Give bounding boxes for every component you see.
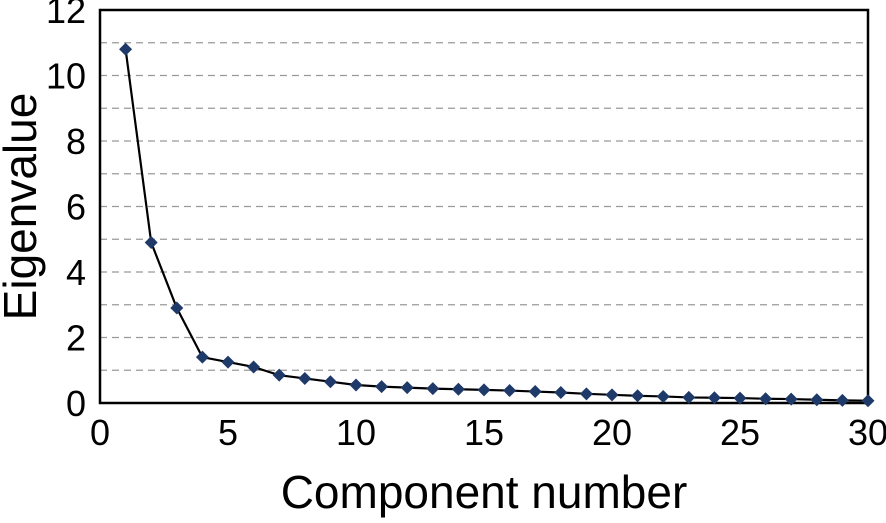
- data-point-marker: [528, 385, 542, 399]
- data-point-marker: [426, 382, 440, 396]
- data-point-marker: [272, 368, 286, 382]
- data-point-marker: [503, 384, 517, 398]
- x-tick-label: 20: [592, 412, 632, 453]
- data-point-marker: [195, 350, 209, 364]
- y-tick-label: 12: [46, 0, 86, 31]
- data-point-marker: [170, 301, 184, 315]
- data-point-marker: [298, 371, 312, 385]
- data-point-marker: [784, 392, 798, 406]
- y-tick-label: 2: [66, 318, 86, 359]
- y-tick-label: 6: [66, 187, 86, 228]
- x-tick-label: 10: [336, 412, 376, 453]
- plot-border: [98, 8, 870, 405]
- data-point-marker: [682, 390, 696, 404]
- data-point-marker: [119, 42, 133, 56]
- data-point-marker: [144, 236, 158, 250]
- data-point-marker: [579, 387, 593, 401]
- y-tick-label: 0: [66, 383, 86, 424]
- x-axis-title: Component number: [281, 466, 688, 518]
- x-tick-label: 25: [720, 412, 760, 453]
- y-tick-label: 4: [66, 252, 86, 293]
- data-point-marker: [554, 386, 568, 400]
- data-point-marker: [323, 375, 337, 389]
- data-point-marker: [451, 382, 465, 396]
- x-tick-label: 5: [218, 412, 238, 453]
- x-tick-label: 15: [464, 412, 504, 453]
- data-point-marker: [349, 378, 363, 392]
- data-point-marker: [861, 394, 875, 408]
- x-tick-label: 0: [90, 412, 110, 453]
- data-point-marker: [221, 355, 235, 369]
- data-point-marker: [605, 388, 619, 402]
- x-tick-label: 30: [848, 412, 886, 453]
- data-point-marker: [759, 392, 773, 406]
- data-point-marker: [477, 383, 491, 397]
- data-point-marker: [375, 380, 389, 394]
- y-tick-label: 10: [46, 56, 86, 97]
- data-point-marker: [707, 391, 721, 405]
- y-tick-label: 8: [66, 121, 86, 162]
- data-point-marker: [631, 389, 645, 403]
- data-point-marker: [835, 393, 849, 407]
- data-point-marker: [733, 391, 747, 405]
- data-point-marker: [400, 381, 414, 395]
- data-point-marker: [810, 393, 824, 407]
- data-point-marker: [247, 360, 261, 374]
- data-point-marker: [656, 389, 670, 403]
- y-axis-title: Eigenvalue: [0, 93, 46, 321]
